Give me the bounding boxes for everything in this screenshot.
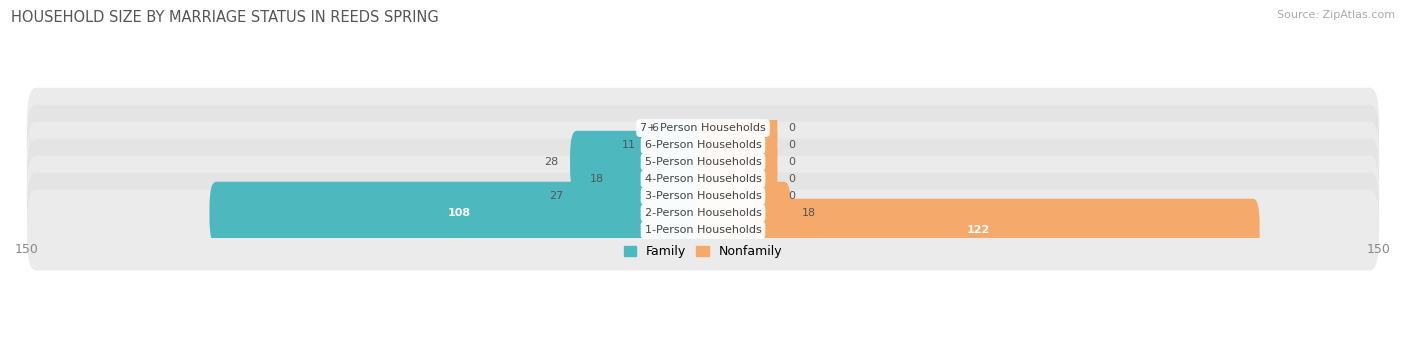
Text: 3-Person Households: 3-Person Households [644,191,762,201]
Text: 0: 0 [789,123,796,133]
Text: 7+ Person Households: 7+ Person Households [640,123,766,133]
Text: 28: 28 [544,157,558,167]
Legend: Family, Nonfamily: Family, Nonfamily [624,245,782,258]
Text: 0: 0 [789,140,796,150]
Text: 4-Person Households: 4-Person Households [644,174,762,184]
FancyBboxPatch shape [27,139,1379,219]
Text: 5-Person Households: 5-Person Households [644,157,762,167]
FancyBboxPatch shape [575,165,710,227]
FancyBboxPatch shape [27,105,1379,186]
Text: 0: 0 [789,174,796,184]
FancyBboxPatch shape [27,173,1379,253]
FancyBboxPatch shape [209,182,710,244]
FancyBboxPatch shape [696,165,778,227]
Text: 6-Person Households: 6-Person Households [644,140,762,150]
Text: 2-Person Households: 2-Person Households [644,208,762,218]
Text: 108: 108 [449,208,471,218]
FancyBboxPatch shape [696,131,778,193]
Text: 18: 18 [803,208,817,218]
FancyBboxPatch shape [696,182,792,244]
Text: HOUSEHOLD SIZE BY MARRIAGE STATUS IN REEDS SPRING: HOUSEHOLD SIZE BY MARRIAGE STATUS IN REE… [11,10,439,25]
FancyBboxPatch shape [696,114,778,176]
FancyBboxPatch shape [27,190,1379,270]
Text: 27: 27 [548,191,564,201]
Text: 6: 6 [651,123,658,133]
FancyBboxPatch shape [614,148,710,210]
Text: 18: 18 [589,174,603,184]
FancyBboxPatch shape [696,199,1260,261]
Text: 1-Person Households: 1-Person Households [644,225,762,235]
Text: 11: 11 [621,140,636,150]
FancyBboxPatch shape [669,97,710,159]
Text: 0: 0 [789,191,796,201]
Text: 122: 122 [966,225,990,235]
FancyBboxPatch shape [696,148,778,210]
FancyBboxPatch shape [696,97,778,159]
FancyBboxPatch shape [27,88,1379,168]
Text: Source: ZipAtlas.com: Source: ZipAtlas.com [1277,10,1395,20]
FancyBboxPatch shape [27,155,1379,236]
FancyBboxPatch shape [647,114,710,176]
Text: 0: 0 [789,157,796,167]
FancyBboxPatch shape [569,131,710,193]
FancyBboxPatch shape [27,122,1379,203]
